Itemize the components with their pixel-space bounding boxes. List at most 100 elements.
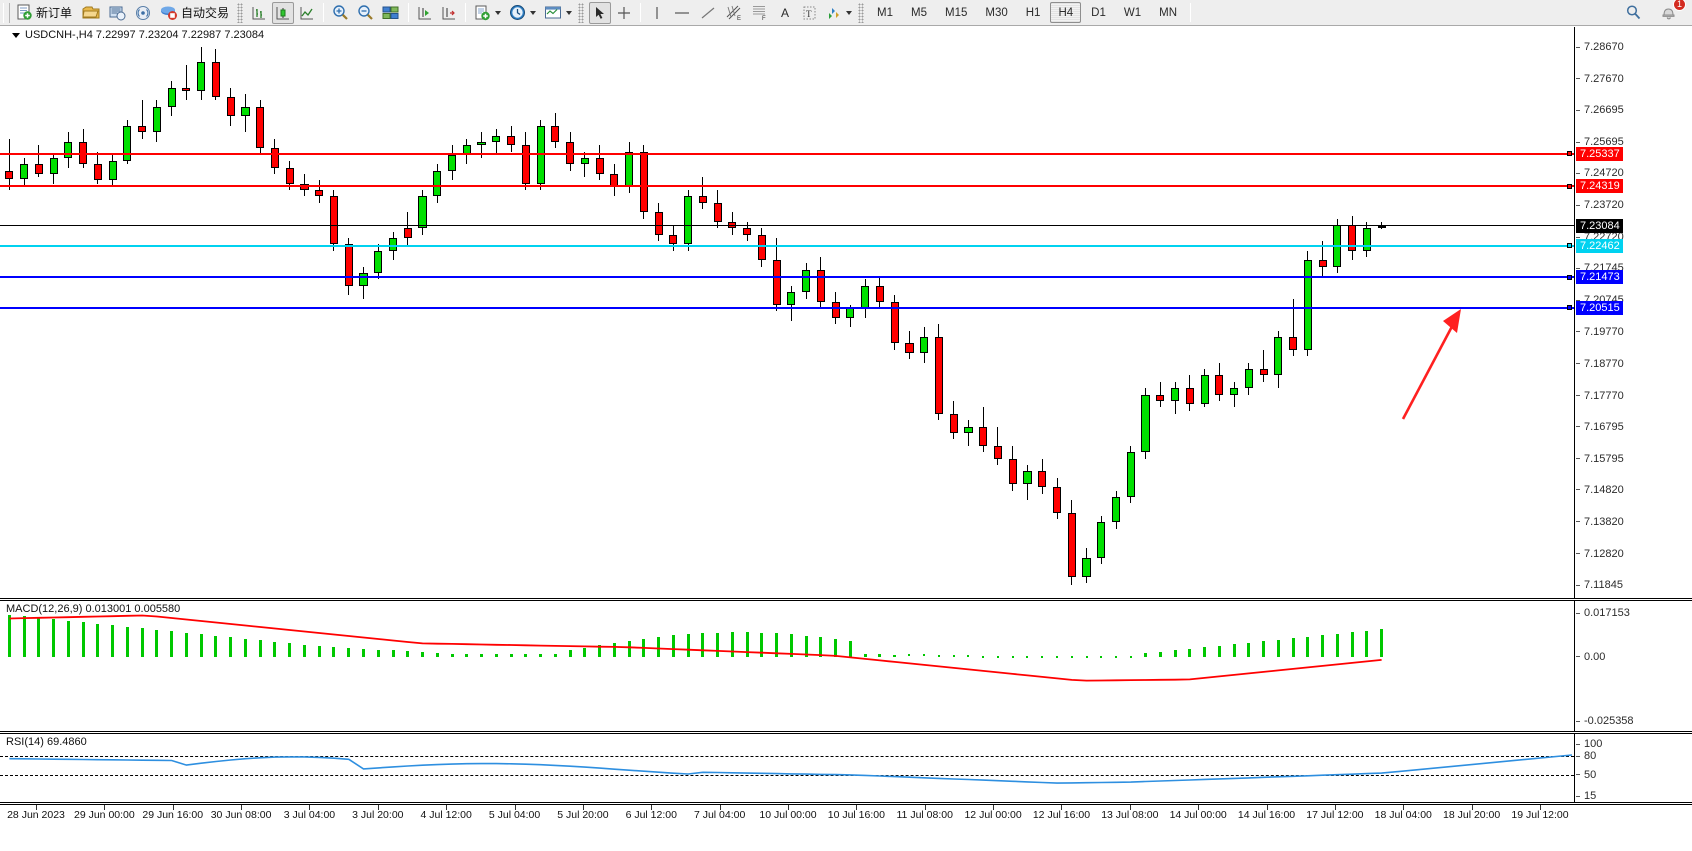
rsi-pane[interactable]: RSI(14) 69.4860 100 80 50 15 — [0, 733, 1692, 803]
collapse-chevron-icon[interactable] — [12, 32, 20, 38]
cyan-level-line-label[interactable]: 7.22462 — [1576, 238, 1623, 253]
support-line-1-handle[interactable] — [1567, 274, 1572, 280]
crosshair-button[interactable] — [613, 2, 635, 24]
toolbar-separator-grip-1[interactable] — [237, 2, 244, 23]
macd-label: MACD(12,26,9) 0.013001 0.005580 — [6, 603, 181, 615]
resistance-line-1-label[interactable]: 7.25337 — [1576, 146, 1623, 161]
cyan-level-line[interactable] — [0, 244, 1574, 247]
search-button[interactable] — [1622, 2, 1645, 24]
price-scale[interactable]: 7.28670 7.27670 7.26695 7.25695 7.24720 7.237… — [1574, 27, 1692, 598]
resistance-line-2-label[interactable]: 7.24319 — [1576, 179, 1623, 194]
bar-chart-button[interactable] — [248, 2, 270, 24]
candle-body — [226, 97, 235, 117]
resistance-line-2[interactable] — [0, 185, 1574, 188]
chevron-down-icon[interactable] — [495, 10, 502, 15]
templates-button[interactable] — [541, 2, 575, 24]
macd-histogram-dot — [908, 654, 911, 657]
tick-dash — [1576, 612, 1580, 614]
new-order-button[interactable]: 新订单 — [13, 2, 77, 24]
bullish-arrow-annotation[interactable] — [1395, 297, 1515, 427]
support-line-2-handle[interactable] — [1567, 305, 1572, 311]
time-axis[interactable]: 28 Jun 2023 29 Jun 00:00 29 Jun 16:00 30 Ju… — [0, 804, 1692, 851]
current-price-line[interactable] — [0, 224, 1574, 226]
auto-scroll-button[interactable] — [414, 2, 436, 24]
price-tick-label: 7.24720 — [1584, 167, 1624, 180]
profiles-button[interactable] — [105, 2, 129, 24]
timeframe-button-m30[interactable]: M30 — [985, 6, 1008, 19]
candle-wick — [1322, 241, 1324, 277]
fibonacci-button[interactable]: F — [748, 2, 772, 24]
macd-scale[interactable]: 0.017153 0.00 -0.025358 — [1574, 601, 1692, 731]
support-line-1-label[interactable]: 7.21473 — [1576, 270, 1623, 285]
chart-workspace[interactable]: USDCNH-,H4 7.22997 7.23204 7.22987 7.230… — [0, 27, 1692, 851]
text-button[interactable]: A — [774, 2, 796, 24]
price-pane[interactable]: USDCNH-,H4 7.22997 7.23204 7.22987 7.230… — [0, 27, 1692, 599]
toolbar-separator-grip-2[interactable] — [578, 2, 585, 23]
timeframe-button-h4[interactable]: H4 — [1050, 2, 1082, 23]
tick-dash — [1576, 78, 1580, 80]
price-tick: 7.17770 — [1575, 389, 1624, 402]
timeframe-button-d1[interactable]: D1 — [1091, 6, 1106, 19]
timeframe-button-m15[interactable]: M15 — [945, 6, 968, 19]
macd-histogram-bar — [716, 632, 720, 657]
support-line-1[interactable] — [0, 276, 1574, 279]
timeframe-button-mn[interactable]: MN — [1159, 6, 1177, 19]
macd-plot-region[interactable] — [0, 601, 1574, 731]
time-axis-label: 14 Jul 00:00 — [1169, 809, 1227, 821]
zoom-in-button[interactable] — [329, 2, 352, 24]
channel-icon: E — [726, 5, 741, 21]
chevron-down-icon[interactable] — [846, 10, 853, 15]
fibonacci-icon: F — [753, 6, 766, 21]
text-label-button[interactable]: T — [798, 2, 820, 24]
price-plot-region[interactable] — [0, 27, 1574, 598]
period-button[interactable] — [506, 2, 539, 24]
support-line-2[interactable] — [0, 306, 1574, 309]
chart-shift-button[interactable] — [438, 2, 460, 24]
equidistant-channel-button[interactable]: E — [722, 2, 746, 24]
time-axis-label: 3 Jul 04:00 — [283, 809, 336, 821]
tick-dash — [1576, 656, 1580, 658]
price-tick: 7.23720 — [1575, 199, 1624, 212]
line-chart-button[interactable] — [296, 2, 318, 24]
candle-body — [580, 157, 589, 165]
time-tick — [582, 805, 584, 810]
svg-text:T: T — [806, 9, 812, 19]
resistance-line-1-handle[interactable] — [1567, 151, 1572, 157]
charts-button[interactable] — [79, 2, 103, 24]
indicators-button[interactable] — [471, 2, 504, 24]
auto-trading-button[interactable]: 自动交易 — [157, 2, 234, 24]
vertical-line-button[interactable] — [646, 2, 668, 24]
toolbar-grip[interactable] — [3, 2, 10, 23]
arrows-button[interactable] — [822, 2, 855, 24]
chevron-down-icon[interactable] — [566, 10, 573, 15]
macd-histogram-bar — [1158, 651, 1162, 657]
rsi-plot-region[interactable] — [0, 734, 1574, 802]
chevron-down-icon[interactable] — [530, 10, 537, 15]
notification-button[interactable]: 1 — [1657, 0, 1686, 24]
timeframe-button-h1[interactable]: H1 — [1025, 6, 1041, 19]
macd-histogram-dot — [1129, 655, 1132, 658]
data-window-button[interactable] — [379, 2, 403, 24]
timeframe-button-m5[interactable]: M5 — [911, 6, 927, 19]
zoom-out-button[interactable] — [354, 2, 377, 24]
cursor-button[interactable] — [589, 1, 612, 24]
resistance-line-2-handle[interactable] — [1567, 183, 1572, 189]
current-price-line-label[interactable]: 7.23084 — [1576, 218, 1623, 233]
timeframe-button-w1[interactable]: W1 — [1123, 6, 1142, 19]
horizontal-line-icon — [675, 11, 690, 14]
cyan-level-line-handle[interactable] — [1567, 243, 1572, 248]
time-tick — [1061, 805, 1063, 810]
candlestick-chart-button[interactable] — [272, 1, 295, 24]
trendline-button[interactable] — [696, 2, 720, 24]
signals-button[interactable] — [131, 2, 155, 24]
toolbar-separator-grip-3[interactable] — [858, 2, 865, 23]
timeframe-button-m1[interactable]: M1 — [877, 6, 894, 19]
candle-body — [698, 196, 707, 203]
resistance-line-1[interactable] — [0, 152, 1574, 155]
support-line-2-label[interactable]: 7.20515 — [1576, 300, 1623, 315]
horizontal-line-button[interactable] — [670, 2, 694, 24]
macd-pane[interactable]: MACD(12,26,9) 0.013001 0.005580 0.017153… — [0, 600, 1692, 732]
candle-wick — [185, 65, 187, 101]
candle-body — [639, 151, 648, 213]
rsi-scale[interactable]: 100 80 50 15 — [1574, 734, 1692, 802]
